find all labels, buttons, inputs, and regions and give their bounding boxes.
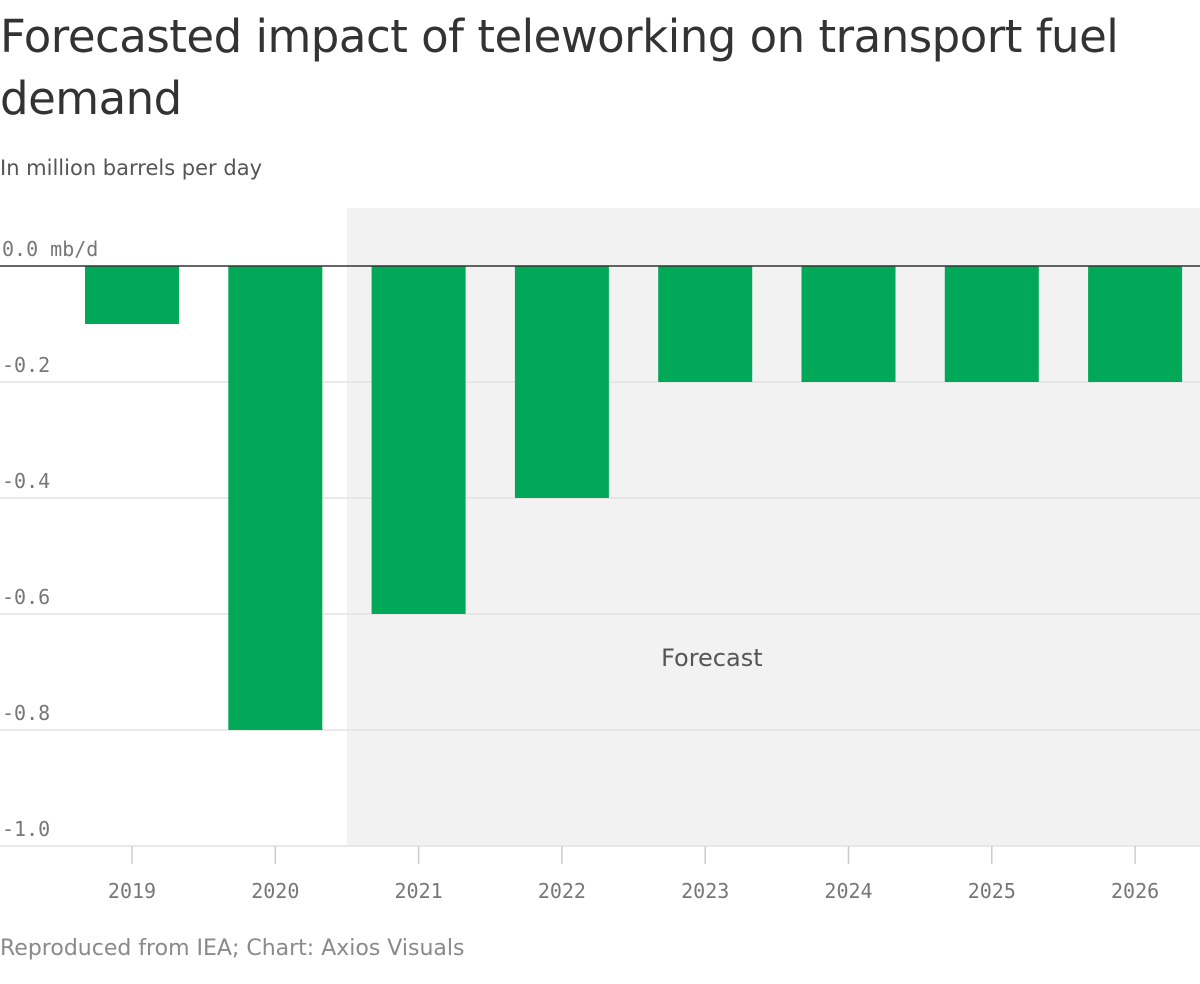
y-tick-label: -1.0 bbox=[2, 817, 50, 841]
x-tick-label: 2026 bbox=[1111, 879, 1159, 903]
bar-2023 bbox=[658, 266, 753, 382]
bar-2022 bbox=[514, 266, 609, 498]
bar-2020 bbox=[228, 266, 323, 730]
x-tick-label: 2019 bbox=[108, 879, 156, 903]
bars bbox=[85, 266, 1183, 730]
y-tick-label: -0.2 bbox=[2, 353, 50, 377]
x-tick-label: 2025 bbox=[968, 879, 1016, 903]
bar-2021 bbox=[371, 266, 466, 614]
x-axis-ticks bbox=[131, 846, 1136, 864]
x-tick-label: 2022 bbox=[538, 879, 586, 903]
forecast-band bbox=[346, 208, 1200, 846]
y-axis-tick-labels: 0.0 mb/d -0.2 -0.4 -0.6 -0.8 -1.0 bbox=[2, 237, 98, 841]
chart-title: Forecasted impact of teleworking on tran… bbox=[0, 10, 1119, 125]
x-tick-label: 2021 bbox=[395, 879, 443, 903]
forecast-annotation: Forecast bbox=[661, 644, 763, 672]
chart-subtitle: In million barrels per day bbox=[0, 156, 262, 180]
bar-2026 bbox=[1088, 266, 1183, 382]
bar-2019 bbox=[85, 266, 179, 324]
x-tick-label: 2023 bbox=[681, 879, 729, 903]
y-tick-label: -0.6 bbox=[2, 585, 50, 609]
chart-source: Reproduced from IEA; Chart: Axios Visual… bbox=[0, 936, 465, 961]
x-tick-label: 2020 bbox=[251, 879, 299, 903]
bar-2025 bbox=[944, 266, 1039, 382]
y-tick-label: -0.4 bbox=[2, 469, 50, 493]
x-tick-label: 2024 bbox=[824, 879, 872, 903]
y-tick-label: 0.0 mb/d bbox=[2, 237, 98, 261]
y-tick-label: -0.8 bbox=[2, 701, 50, 725]
bar-2024 bbox=[801, 266, 896, 382]
x-axis-tick-labels: 2019 2020 2021 2022 2023 2024 2025 2026 bbox=[108, 879, 1159, 903]
